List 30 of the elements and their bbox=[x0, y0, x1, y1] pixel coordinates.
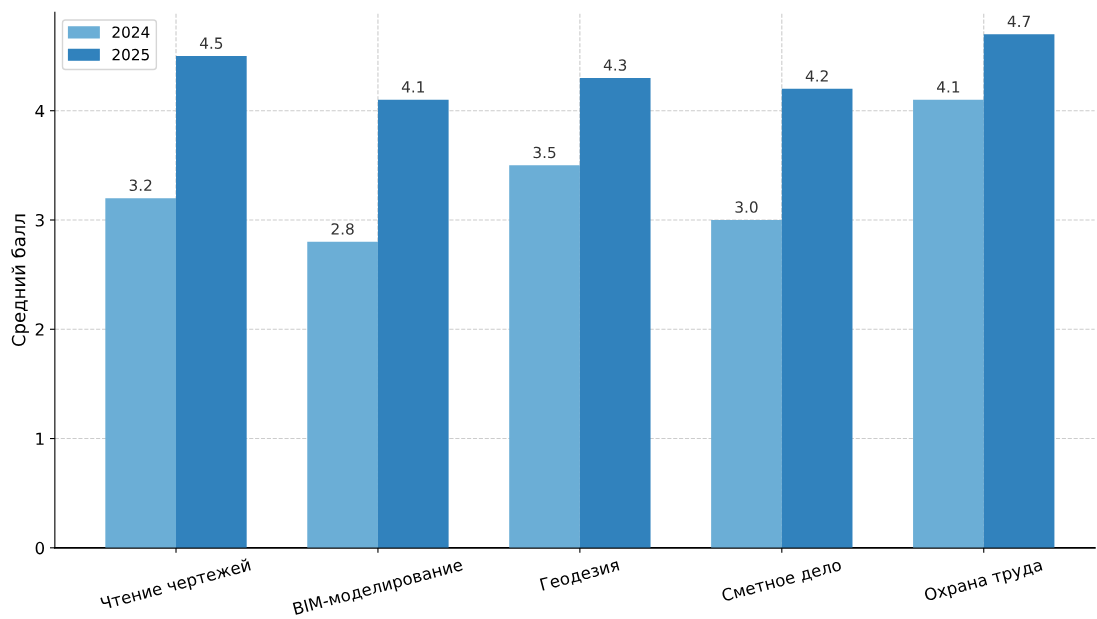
y-tick-label: 4 bbox=[35, 104, 45, 118]
bar bbox=[983, 34, 1055, 548]
data-label: 4.5 bbox=[199, 37, 223, 49]
y-tick-label: 3 bbox=[35, 213, 44, 227]
data-label: 4.3 bbox=[603, 59, 627, 71]
x-tick-label: Охрана труда bbox=[923, 558, 1044, 605]
y-tick-label: 0 bbox=[35, 541, 45, 555]
bar bbox=[307, 241, 378, 548]
bar bbox=[176, 56, 247, 548]
data-label: 3.5 bbox=[533, 146, 556, 159]
x-tick-label: Сметное дело bbox=[721, 558, 843, 604]
y-tick-label: 1 bbox=[36, 432, 44, 445]
bar bbox=[105, 198, 177, 548]
bar bbox=[377, 99, 449, 548]
data-label: 2.8 bbox=[331, 223, 354, 235]
data-label: 3.2 bbox=[129, 179, 152, 192]
bar bbox=[509, 165, 580, 548]
legend-label: 2025 bbox=[112, 48, 149, 61]
data-label: 4.2 bbox=[805, 70, 828, 82]
data-label: 4.1 bbox=[401, 81, 425, 93]
data-label: 4.1 bbox=[937, 81, 960, 93]
bar bbox=[781, 88, 853, 548]
legend-label: 2024 bbox=[112, 26, 150, 38]
y-axis-title: Средний балл bbox=[11, 214, 29, 347]
data-label: 3.0 bbox=[735, 201, 758, 213]
bar bbox=[913, 99, 984, 548]
bar bbox=[711, 220, 782, 548]
data-label: 4.7 bbox=[1007, 15, 1030, 27]
y-tick-label: 2 bbox=[35, 323, 44, 336]
bar bbox=[579, 77, 651, 548]
